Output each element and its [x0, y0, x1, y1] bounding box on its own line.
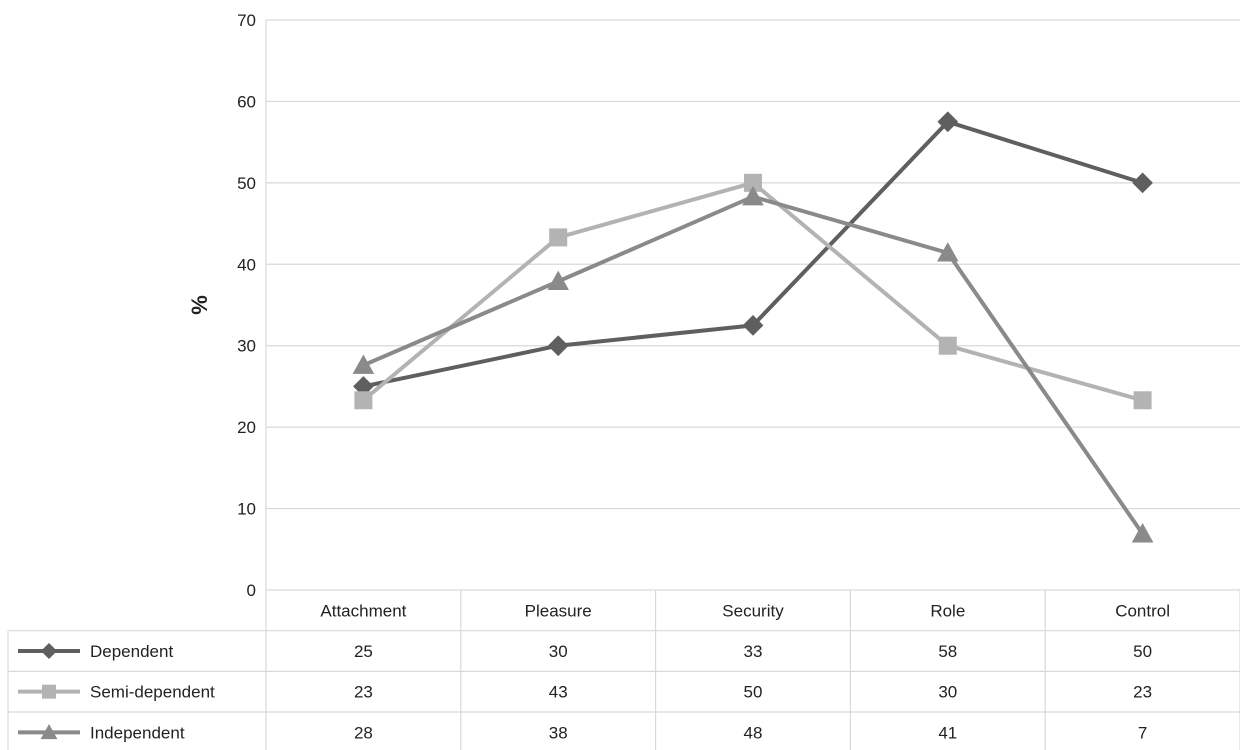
table-value: 48	[744, 723, 763, 742]
series-line	[362, 119, 1144, 389]
table-value: 58	[938, 642, 957, 661]
table-value: 50	[744, 683, 763, 702]
y-axis-label: %	[187, 295, 212, 315]
table-value: 7	[1138, 723, 1147, 742]
category-label: Role	[930, 601, 965, 620]
table-value: 28	[354, 723, 373, 742]
data-table: Attachment Pleasure Security Role Control Dep…	[7, 589, 1240, 750]
table-value: 30	[938, 683, 957, 702]
data-point	[1133, 391, 1152, 410]
table-value: 43	[549, 683, 568, 702]
table-value: 23	[354, 683, 373, 702]
data-point	[353, 376, 374, 397]
legend-marker	[40, 723, 58, 740]
y-tick-label: 20	[237, 418, 256, 437]
y-tick-label: 10	[237, 500, 256, 519]
table-value: 41	[938, 723, 957, 742]
y-tick-label: 60	[237, 92, 256, 111]
table-value: 50	[1133, 642, 1152, 661]
category-label: Pleasure	[525, 601, 592, 620]
data-point	[1132, 172, 1153, 194]
data-point	[744, 173, 762, 192]
series-line	[362, 194, 1145, 535]
y-axis-ticks: 0 10 20 30 40 50 60 70	[237, 11, 256, 600]
y-tick-label: 30	[237, 337, 256, 356]
series-name: Semi-dependent	[90, 683, 215, 702]
category-label: Security	[722, 601, 784, 620]
series-dependent	[353, 111, 1153, 397]
y-tick-label: 50	[237, 174, 256, 193]
legend-marker	[40, 642, 58, 660]
data-point	[742, 315, 764, 336]
series-lines	[352, 111, 1154, 543]
data-point	[937, 111, 959, 133]
gridlines	[265, 19, 1240, 590]
table-value: 33	[744, 642, 763, 661]
data-point	[938, 336, 957, 355]
category-label: Attachment	[320, 601, 406, 620]
table-value: 30	[549, 642, 568, 661]
series-independent	[352, 185, 1154, 543]
data-point	[742, 185, 764, 206]
category-label: Control	[1115, 601, 1170, 620]
y-tick-label: 40	[237, 255, 256, 274]
data-point	[937, 242, 959, 262]
series-semi-dependent	[354, 173, 1152, 410]
table-value: 25	[354, 642, 373, 661]
data-point	[547, 270, 569, 291]
legend-marker	[42, 684, 56, 699]
data-point	[1131, 523, 1154, 543]
data-point	[547, 335, 569, 357]
data-point	[549, 228, 568, 247]
table-value: 38	[549, 723, 568, 742]
table-value: 23	[1133, 683, 1152, 702]
series-name: Independent	[90, 723, 185, 742]
y-tick-label: 70	[237, 11, 256, 30]
data-point	[354, 391, 373, 410]
series-name: Dependent	[90, 642, 173, 661]
y-tick-label: 0	[247, 581, 256, 600]
data-point	[352, 354, 375, 374]
